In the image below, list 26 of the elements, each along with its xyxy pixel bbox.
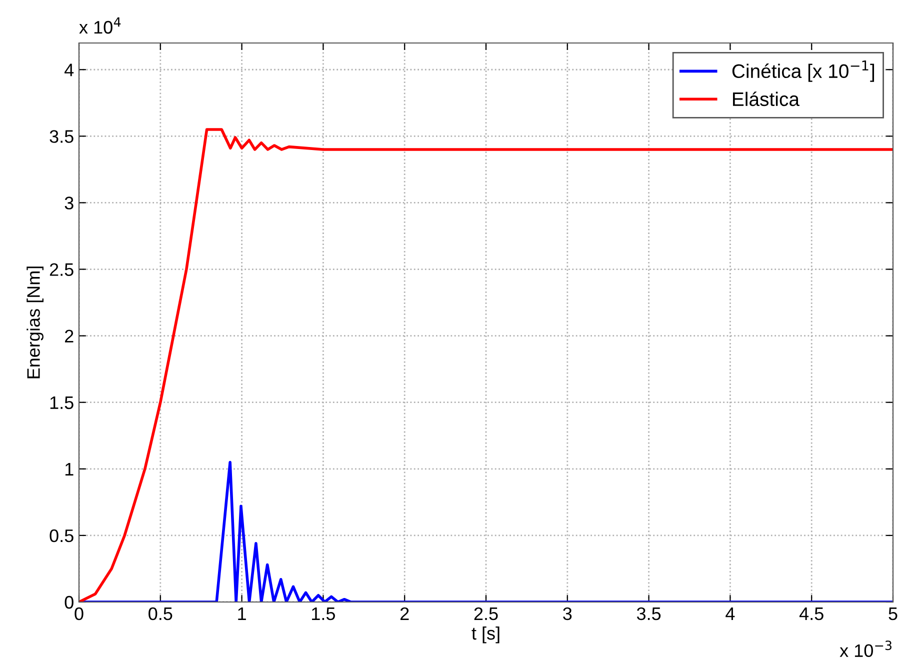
y-tick-label: 3	[64, 196, 74, 210]
text: x 10$^{−3}$	[840, 640, 892, 658]
y-axis-title: Energias [Nm]	[26, 266, 44, 378]
text: x 10$^{4}$	[79, 17, 121, 34]
x-tick-label: 1.5	[312, 608, 335, 620]
y-tick-label: 2	[65, 330, 74, 342]
y-tick-label: 3.5	[50, 130, 74, 143]
legend-label: Elástica	[733, 92, 800, 106]
x-tick-label: 2	[400, 607, 409, 620]
y-tick-label: 0	[64, 596, 74, 609]
y-tick-label: 4	[64, 64, 74, 76]
x-tick-label: 3.5	[636, 607, 661, 620]
y-tick-label: 1.5	[50, 396, 74, 410]
x-axis-title: t [s]	[472, 626, 500, 644]
x-tick-label: 2.5	[474, 607, 498, 620]
x-tick-label: 0	[74, 607, 84, 620]
x-tick-label: 1	[238, 608, 246, 620]
x-tick-label: 3	[563, 607, 572, 620]
legend-label: Cinética [x 10$^{−1}$]	[732, 60, 874, 82]
x-tick-label: 5	[888, 608, 898, 620]
x-tick-label: 0.5	[148, 607, 172, 620]
x-tick-label: 4	[726, 608, 735, 620]
x-tick-label: 4.5	[799, 608, 824, 620]
y-tick-label: 2.5	[50, 263, 74, 276]
y-tick-label: 0.5	[50, 529, 74, 542]
y-tick-label: 1	[65, 463, 74, 476]
